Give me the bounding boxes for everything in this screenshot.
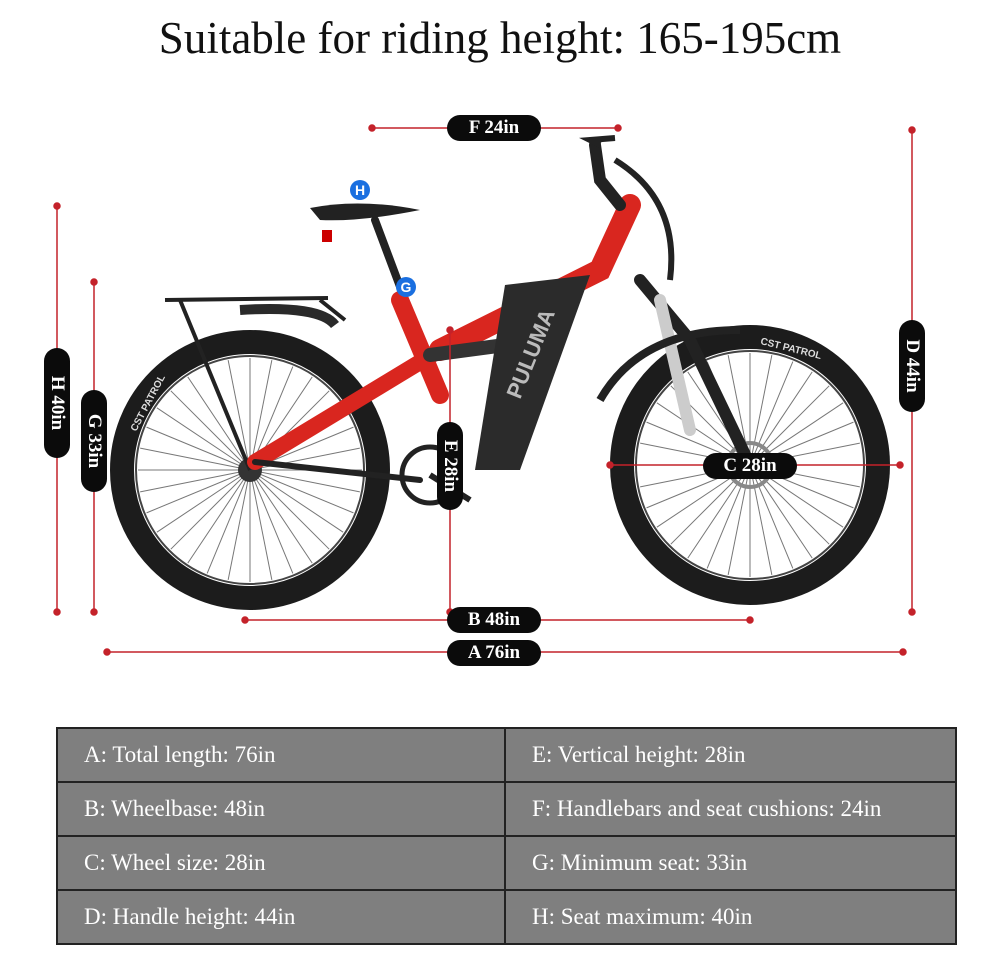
- dimension-endpoint: [368, 124, 376, 132]
- spoke: [687, 464, 751, 559]
- rear-rack: [164, 296, 347, 471]
- table-cell: E: Vertical height: 28in: [504, 727, 957, 783]
- table-cell: F: Handlebars and seat cushions: 24in: [504, 781, 957, 837]
- spoke: [706, 464, 751, 569]
- bike-frame: [247, 139, 756, 483]
- dimension-label-d: D 44in: [899, 320, 925, 412]
- bike-diagram: CST PATROL CST PATROL PULUMA: [53, 124, 916, 656]
- spec-table: A: Total length: 76in E: Vertical height…: [56, 727, 957, 945]
- table-row: C: Wheel size: 28in G: Minimum seat: 33i…: [56, 835, 957, 891]
- dimension-endpoint: [746, 616, 754, 624]
- spoke: [206, 469, 251, 574]
- spoke: [249, 469, 354, 514]
- dimension-label-g: G 33in: [81, 390, 107, 492]
- dimension-label-h-text: H 40in: [47, 375, 68, 431]
- dimension-label-e-text: E 28in: [440, 439, 461, 493]
- spoke: [249, 360, 273, 471]
- spoke: [249, 469, 313, 564]
- dimension-endpoint: [90, 608, 98, 616]
- dimension-endpoint: [606, 461, 614, 469]
- spoke: [249, 469, 294, 574]
- marker-h: H: [350, 180, 370, 200]
- dimension-endpoint: [53, 608, 61, 616]
- dimension-endpoint: [241, 616, 249, 624]
- spoke: [249, 469, 344, 533]
- spoke: [227, 360, 251, 471]
- spoke: [170, 390, 251, 471]
- table-cell: G: Minimum seat: 33in: [504, 835, 957, 891]
- dimension-label-h: H 40in: [44, 348, 70, 458]
- saddle: [310, 203, 420, 242]
- table-cell: D: Handle height: 44in: [56, 889, 506, 945]
- dimension-endpoint: [896, 461, 904, 469]
- table-row: A: Total length: 76in E: Vertical height…: [56, 727, 957, 783]
- dimension-label-f: F 24in: [447, 115, 541, 141]
- spoke: [749, 464, 813, 559]
- dimension-endpoint: [614, 124, 622, 132]
- battery: PULUMA: [475, 275, 590, 470]
- marker-g: G: [396, 277, 416, 297]
- dimension-endpoint: [446, 326, 454, 334]
- spoke: [727, 464, 751, 575]
- dimension-endpoint: [103, 648, 111, 656]
- fender: [596, 326, 741, 402]
- handlebar: [579, 135, 675, 281]
- table-cell: C: Wheel size: 28in: [56, 835, 506, 891]
- spoke: [249, 469, 273, 580]
- dimension-label-c: C 28in: [703, 453, 797, 479]
- spoke: [749, 464, 794, 569]
- dimension-label-d-text: D 44in: [902, 339, 923, 393]
- dimension-label-b: B 48in: [447, 607, 541, 633]
- spoke: [187, 469, 251, 564]
- spoke: [749, 385, 830, 466]
- table-cell: B: Wheelbase: 48in: [56, 781, 506, 837]
- dimension-endpoint: [908, 126, 916, 134]
- spoke: [187, 376, 251, 471]
- dimension-endpoint: [899, 648, 907, 656]
- dimension-label-a: A 76in: [447, 640, 541, 666]
- spoke: [146, 426, 251, 471]
- dimension-label-g-text: G 33in: [84, 413, 105, 469]
- spoke: [749, 361, 794, 466]
- dimension-endpoint: [53, 202, 61, 210]
- spoke: [749, 371, 813, 466]
- spoke: [249, 469, 330, 550]
- page-title: Suitable for riding height: 165-195cm: [158, 13, 842, 63]
- table-cell: A: Total length: 76in: [56, 727, 506, 783]
- table-row: D: Handle height: 44in H: Seat maximum: …: [56, 889, 957, 945]
- spoke: [140, 447, 251, 471]
- dimension-label-e: E 28in: [437, 422, 463, 510]
- spoke: [146, 469, 251, 514]
- spoke: [227, 469, 251, 580]
- spoke: [156, 407, 251, 471]
- spoke: [156, 469, 251, 533]
- spoke: [140, 469, 251, 493]
- table-cell: H: Seat maximum: 40in: [504, 889, 957, 945]
- spoke: [749, 355, 773, 466]
- dimension-endpoint: [90, 278, 98, 286]
- spoke: [249, 469, 360, 493]
- table-row: B: Wheelbase: 48in F: Handlebars and sea…: [56, 781, 957, 837]
- spoke: [170, 469, 251, 550]
- spoke: [749, 464, 773, 575]
- dimension-endpoint: [908, 608, 916, 616]
